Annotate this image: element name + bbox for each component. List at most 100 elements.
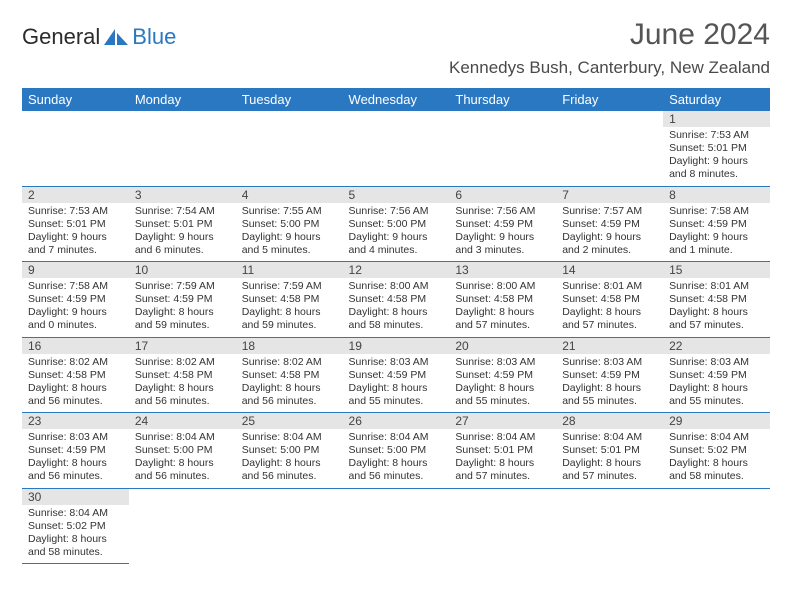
day-body: Sunrise: 8:04 AMSunset: 5:00 PMDaylight:… (343, 429, 450, 488)
day-number: 21 (556, 338, 663, 354)
calendar-cell: 3Sunrise: 7:54 AMSunset: 5:01 PMDaylight… (129, 186, 236, 262)
day-number: 26 (343, 413, 450, 429)
day-body: Sunrise: 8:00 AMSunset: 4:58 PMDaylight:… (449, 278, 556, 337)
calendar-row: 9Sunrise: 7:58 AMSunset: 4:59 PMDaylight… (22, 262, 770, 338)
calendar-row: 23Sunrise: 8:03 AMSunset: 4:59 PMDayligh… (22, 413, 770, 489)
calendar-cell: 6Sunrise: 7:56 AMSunset: 4:59 PMDaylight… (449, 186, 556, 262)
day-number: 1 (663, 111, 770, 127)
calendar-cell: 12Sunrise: 8:00 AMSunset: 4:58 PMDayligh… (343, 262, 450, 338)
calendar-table: Sunday Monday Tuesday Wednesday Thursday… (22, 88, 770, 564)
day-number: 24 (129, 413, 236, 429)
sail-icon (104, 27, 130, 47)
day-body: Sunrise: 8:03 AMSunset: 4:59 PMDaylight:… (449, 354, 556, 413)
day-number: 4 (236, 187, 343, 203)
calendar-cell: 11Sunrise: 7:59 AMSunset: 4:58 PMDayligh… (236, 262, 343, 338)
day-body: Sunrise: 7:58 AMSunset: 4:59 PMDaylight:… (663, 203, 770, 262)
calendar-cell (663, 488, 770, 564)
calendar-cell: 23Sunrise: 8:03 AMSunset: 4:59 PMDayligh… (22, 413, 129, 489)
day-body: Sunrise: 8:00 AMSunset: 4:58 PMDaylight:… (343, 278, 450, 337)
weekday-header: Wednesday (343, 88, 450, 111)
day-body: Sunrise: 7:56 AMSunset: 5:00 PMDaylight:… (343, 203, 450, 262)
logo-text-general: General (22, 24, 100, 50)
calendar-row: 1Sunrise: 7:53 AMSunset: 5:01 PMDaylight… (22, 111, 770, 186)
logo-text-blue: Blue (132, 24, 176, 50)
calendar-cell: 7Sunrise: 7:57 AMSunset: 4:59 PMDaylight… (556, 186, 663, 262)
day-number: 15 (663, 262, 770, 278)
weekday-header: Tuesday (236, 88, 343, 111)
calendar-cell (236, 488, 343, 564)
title-block: June 2024 Kennedys Bush, Canterbury, New… (449, 18, 770, 78)
header: General Blue June 2024 Kennedys Bush, Ca… (22, 18, 770, 78)
calendar-cell: 1Sunrise: 7:53 AMSunset: 5:01 PMDaylight… (663, 111, 770, 186)
day-body: Sunrise: 7:56 AMSunset: 4:59 PMDaylight:… (449, 203, 556, 262)
calendar-cell: 5Sunrise: 7:56 AMSunset: 5:00 PMDaylight… (343, 186, 450, 262)
day-body: Sunrise: 7:54 AMSunset: 5:01 PMDaylight:… (129, 203, 236, 262)
calendar-cell: 19Sunrise: 8:03 AMSunset: 4:59 PMDayligh… (343, 337, 450, 413)
calendar-cell: 2Sunrise: 7:53 AMSunset: 5:01 PMDaylight… (22, 186, 129, 262)
calendar-cell: 18Sunrise: 8:02 AMSunset: 4:58 PMDayligh… (236, 337, 343, 413)
weekday-header: Sunday (22, 88, 129, 111)
weekday-header: Monday (129, 88, 236, 111)
calendar-cell: 13Sunrise: 8:00 AMSunset: 4:58 PMDayligh… (449, 262, 556, 338)
day-number: 13 (449, 262, 556, 278)
calendar-cell (343, 488, 450, 564)
day-body: Sunrise: 8:02 AMSunset: 4:58 PMDaylight:… (129, 354, 236, 413)
day-body: Sunrise: 8:02 AMSunset: 4:58 PMDaylight:… (236, 354, 343, 413)
day-body: Sunrise: 7:59 AMSunset: 4:58 PMDaylight:… (236, 278, 343, 337)
day-body: Sunrise: 8:04 AMSunset: 5:00 PMDaylight:… (129, 429, 236, 488)
day-number: 25 (236, 413, 343, 429)
calendar-cell: 10Sunrise: 7:59 AMSunset: 4:59 PMDayligh… (129, 262, 236, 338)
day-body: Sunrise: 8:03 AMSunset: 4:59 PMDaylight:… (22, 429, 129, 488)
day-number: 28 (556, 413, 663, 429)
day-number: 10 (129, 262, 236, 278)
day-number: 9 (22, 262, 129, 278)
day-number: 18 (236, 338, 343, 354)
calendar-cell: 14Sunrise: 8:01 AMSunset: 4:58 PMDayligh… (556, 262, 663, 338)
calendar-cell (236, 111, 343, 186)
calendar-cell: 25Sunrise: 8:04 AMSunset: 5:00 PMDayligh… (236, 413, 343, 489)
day-number: 7 (556, 187, 663, 203)
calendar-cell: 30Sunrise: 8:04 AMSunset: 5:02 PMDayligh… (22, 488, 129, 564)
day-number: 17 (129, 338, 236, 354)
day-number: 22 (663, 338, 770, 354)
calendar-cell (129, 488, 236, 564)
day-body: Sunrise: 8:03 AMSunset: 4:59 PMDaylight:… (663, 354, 770, 413)
day-body: Sunrise: 7:59 AMSunset: 4:59 PMDaylight:… (129, 278, 236, 337)
day-body: Sunrise: 8:02 AMSunset: 4:58 PMDaylight:… (22, 354, 129, 413)
day-body: Sunrise: 8:04 AMSunset: 5:02 PMDaylight:… (663, 429, 770, 488)
calendar-row: 2Sunrise: 7:53 AMSunset: 5:01 PMDaylight… (22, 186, 770, 262)
calendar-cell (449, 488, 556, 564)
calendar-cell: 4Sunrise: 7:55 AMSunset: 5:00 PMDaylight… (236, 186, 343, 262)
day-number: 20 (449, 338, 556, 354)
day-body: Sunrise: 7:57 AMSunset: 4:59 PMDaylight:… (556, 203, 663, 262)
calendar-cell: 24Sunrise: 8:04 AMSunset: 5:00 PMDayligh… (129, 413, 236, 489)
calendar-cell: 29Sunrise: 8:04 AMSunset: 5:02 PMDayligh… (663, 413, 770, 489)
day-number: 16 (22, 338, 129, 354)
calendar-cell: 28Sunrise: 8:04 AMSunset: 5:01 PMDayligh… (556, 413, 663, 489)
day-body: Sunrise: 8:04 AMSunset: 5:01 PMDaylight:… (556, 429, 663, 488)
day-number: 23 (22, 413, 129, 429)
calendar-cell (343, 111, 450, 186)
day-number: 2 (22, 187, 129, 203)
day-number: 8 (663, 187, 770, 203)
weekday-header: Thursday (449, 88, 556, 111)
day-body: Sunrise: 7:55 AMSunset: 5:00 PMDaylight:… (236, 203, 343, 262)
day-body: Sunrise: 8:01 AMSunset: 4:58 PMDaylight:… (663, 278, 770, 337)
calendar-cell: 20Sunrise: 8:03 AMSunset: 4:59 PMDayligh… (449, 337, 556, 413)
calendar-cell (449, 111, 556, 186)
day-body: Sunrise: 8:04 AMSunset: 5:02 PMDaylight:… (22, 505, 129, 564)
day-number: 14 (556, 262, 663, 278)
day-number: 30 (22, 489, 129, 505)
day-body: Sunrise: 8:04 AMSunset: 5:00 PMDaylight:… (236, 429, 343, 488)
calendar-cell: 21Sunrise: 8:03 AMSunset: 4:59 PMDayligh… (556, 337, 663, 413)
day-number: 29 (663, 413, 770, 429)
calendar-cell: 17Sunrise: 8:02 AMSunset: 4:58 PMDayligh… (129, 337, 236, 413)
day-number: 3 (129, 187, 236, 203)
calendar-cell: 8Sunrise: 7:58 AMSunset: 4:59 PMDaylight… (663, 186, 770, 262)
calendar-cell: 27Sunrise: 8:04 AMSunset: 5:01 PMDayligh… (449, 413, 556, 489)
calendar-cell: 9Sunrise: 7:58 AMSunset: 4:59 PMDaylight… (22, 262, 129, 338)
calendar-cell: 26Sunrise: 8:04 AMSunset: 5:00 PMDayligh… (343, 413, 450, 489)
day-body: Sunrise: 7:58 AMSunset: 4:59 PMDaylight:… (22, 278, 129, 337)
location: Kennedys Bush, Canterbury, New Zealand (449, 58, 770, 78)
day-body: Sunrise: 8:04 AMSunset: 5:01 PMDaylight:… (449, 429, 556, 488)
